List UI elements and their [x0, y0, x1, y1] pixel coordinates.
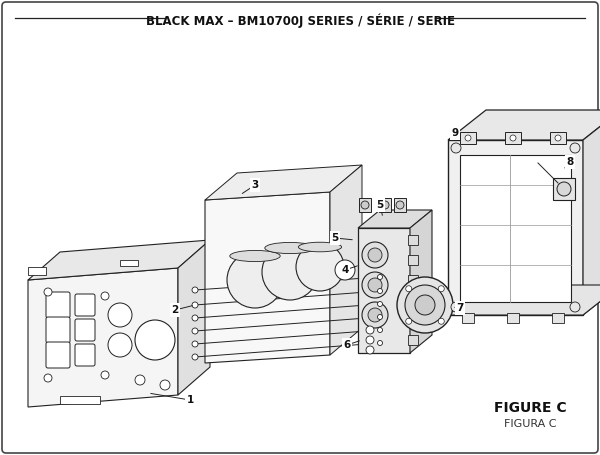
Polygon shape	[330, 165, 362, 355]
Circle shape	[296, 243, 344, 291]
Bar	[358, 228, 410, 353]
Circle shape	[405, 285, 445, 325]
Circle shape	[451, 302, 461, 312]
Bar	[28, 267, 46, 275]
Circle shape	[135, 375, 145, 385]
FancyBboxPatch shape	[46, 342, 70, 368]
Circle shape	[366, 346, 374, 354]
Polygon shape	[178, 240, 210, 395]
Bar	[60, 396, 100, 404]
Polygon shape	[28, 268, 178, 407]
Polygon shape	[410, 210, 432, 353]
Circle shape	[377, 288, 383, 293]
FancyBboxPatch shape	[75, 294, 95, 316]
Circle shape	[377, 340, 383, 345]
Circle shape	[192, 315, 198, 321]
Circle shape	[368, 248, 382, 262]
Bar	[552, 313, 564, 323]
Bar	[462, 313, 474, 323]
Circle shape	[555, 135, 561, 141]
Ellipse shape	[230, 250, 280, 262]
Circle shape	[377, 328, 383, 333]
Text: 5: 5	[331, 233, 338, 243]
Text: 7: 7	[457, 303, 464, 313]
Text: BLACK MAX – BM10700J SERIES / SÉRIE / SERIE: BLACK MAX – BM10700J SERIES / SÉRIE / SE…	[146, 14, 455, 29]
Circle shape	[362, 302, 388, 328]
Polygon shape	[448, 110, 600, 140]
Ellipse shape	[265, 243, 315, 253]
Bar	[408, 335, 418, 345]
Bar	[408, 235, 418, 245]
Text: FIGURA C: FIGURA C	[504, 419, 556, 429]
FancyBboxPatch shape	[75, 344, 95, 366]
Polygon shape	[205, 192, 330, 363]
Text: 4: 4	[341, 265, 349, 275]
Polygon shape	[205, 165, 362, 200]
Circle shape	[366, 336, 374, 344]
Text: 8: 8	[566, 157, 574, 167]
Text: 1: 1	[187, 395, 194, 405]
Circle shape	[397, 277, 453, 333]
Text: 2: 2	[172, 305, 179, 315]
Circle shape	[570, 143, 580, 153]
Circle shape	[192, 328, 198, 334]
Circle shape	[415, 295, 435, 315]
Text: 6: 6	[343, 340, 350, 350]
Circle shape	[362, 272, 388, 298]
Ellipse shape	[298, 242, 341, 252]
Bar	[408, 315, 418, 325]
Circle shape	[135, 320, 175, 360]
Bar	[550, 132, 566, 144]
FancyBboxPatch shape	[46, 317, 70, 343]
Bar	[408, 255, 418, 265]
Circle shape	[510, 135, 516, 141]
Bar	[408, 295, 418, 305]
Circle shape	[101, 371, 109, 379]
Circle shape	[557, 182, 571, 196]
Circle shape	[101, 292, 109, 300]
Bar	[505, 132, 521, 144]
Bar	[120, 260, 138, 266]
Circle shape	[465, 135, 471, 141]
Polygon shape	[448, 285, 600, 315]
Circle shape	[451, 143, 461, 153]
Circle shape	[377, 274, 383, 279]
Polygon shape	[28, 240, 210, 280]
Circle shape	[44, 374, 52, 382]
Bar	[460, 132, 476, 144]
Circle shape	[227, 252, 283, 308]
Circle shape	[361, 201, 369, 209]
Circle shape	[406, 286, 412, 292]
Bar	[394, 198, 406, 212]
Circle shape	[570, 302, 580, 312]
FancyBboxPatch shape	[46, 292, 70, 318]
Bar	[379, 198, 391, 212]
Circle shape	[438, 286, 444, 292]
Bar	[507, 313, 519, 323]
Bar	[460, 155, 571, 302]
Bar	[408, 275, 418, 285]
Bar	[553, 178, 575, 200]
Bar	[359, 198, 371, 212]
Circle shape	[381, 201, 389, 209]
Circle shape	[377, 314, 383, 319]
Circle shape	[108, 303, 132, 327]
Circle shape	[262, 244, 318, 300]
Polygon shape	[358, 210, 432, 228]
Circle shape	[366, 326, 374, 334]
Circle shape	[192, 302, 198, 308]
Circle shape	[108, 333, 132, 357]
Text: FIGURE C: FIGURE C	[494, 401, 566, 415]
Circle shape	[368, 308, 382, 322]
Circle shape	[192, 287, 198, 293]
Circle shape	[377, 302, 383, 307]
FancyBboxPatch shape	[75, 319, 95, 341]
Circle shape	[396, 201, 404, 209]
Circle shape	[438, 318, 444, 324]
Circle shape	[362, 242, 388, 268]
Circle shape	[44, 288, 52, 296]
Text: 3: 3	[251, 180, 259, 190]
Circle shape	[192, 354, 198, 360]
Polygon shape	[448, 140, 583, 315]
